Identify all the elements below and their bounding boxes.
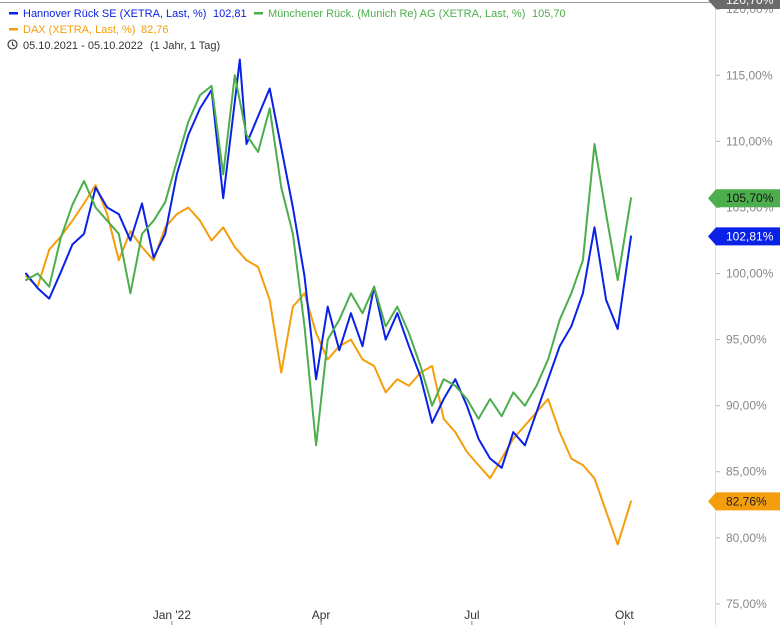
y-tick-label: 75,00% — [726, 597, 767, 611]
legend-label: Münchener Rück. (Munich Re) AG (XETRA, L… — [268, 8, 525, 20]
x-axis: Jan '22 Apr Jul Okt — [153, 608, 634, 625]
series-line-1 — [25, 74, 632, 447]
y-tick-label: 95,00% — [726, 333, 767, 347]
x-tick-label: Jul — [464, 608, 479, 622]
legend-item-munich-re[interactable]: Münchener Rück. (Munich Re) AG (XETRA, L… — [254, 8, 566, 20]
end-value-1-label: 105,70% — [726, 191, 774, 205]
end-value-2-label: 82,76% — [726, 494, 767, 508]
series-lines — [25, 58, 632, 546]
legend: Hannover Rück SE (XETRA, Last, %) 102,81… — [7, 8, 566, 52]
end-value-1-badge — [708, 189, 780, 208]
series-line-2 — [25, 184, 632, 546]
legend-swatch — [254, 12, 263, 15]
legend-item-hannover[interactable]: Hannover Rück SE (XETRA, Last, %) 102,81 — [9, 8, 247, 20]
legend-value: 102,81 — [213, 8, 247, 20]
top-marker-badge — [708, 0, 780, 9]
period-range: 05.10.2021 - 05.10.2022 — [23, 40, 143, 52]
y-tick-label: 90,00% — [726, 399, 767, 413]
y-tick-label: 85,00% — [726, 465, 767, 479]
legend-swatch — [9, 28, 18, 31]
end-value-2-badge — [708, 492, 780, 511]
y-tick-label: 115,00% — [726, 68, 773, 82]
end-value-markers: 102,81% 105,70% 82,76% 120,70% — [708, 0, 780, 511]
x-tick-label: Okt — [615, 608, 634, 622]
legend-label: Hannover Rück SE (XETRA, Last, %) — [23, 8, 206, 20]
legend-value: 105,70 — [532, 8, 566, 20]
series-line-0 — [25, 58, 632, 469]
y-tick-label: 100,00% — [726, 267, 774, 281]
end-value-0-badge — [708, 227, 780, 246]
x-tick-label: Jan '22 — [153, 608, 192, 622]
legend-swatch — [9, 12, 18, 15]
end-value-0-label: 102,81% — [726, 229, 774, 243]
y-tick-label: 110,00% — [726, 134, 773, 148]
period-note: (1 Jahr, 1 Tag) — [150, 40, 220, 52]
clock-icon — [7, 39, 18, 50]
period-row: 05.10.2021 - 05.10.2022 (1 Jahr, 1 Tag) — [7, 39, 220, 52]
top-marker-label: 120,70% — [726, 0, 774, 7]
x-tick-label: Apr — [312, 608, 331, 622]
legend-item-dax[interactable]: DAX (XETRA, Last, %) 82,76 — [9, 24, 169, 36]
legend-label: DAX (XETRA, Last, %) — [23, 24, 135, 36]
y-tick-label: 80,00% — [726, 531, 767, 545]
legend-value: 82,76 — [141, 24, 169, 36]
